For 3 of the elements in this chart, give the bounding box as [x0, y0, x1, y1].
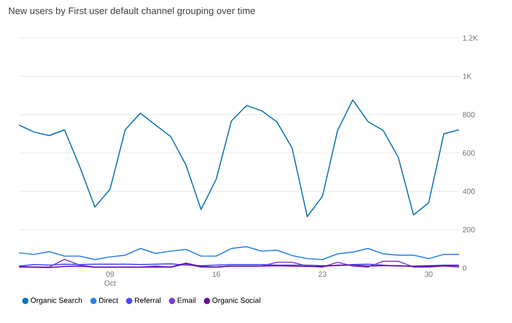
chart-title: New users by First user default channel grouping over time	[8, 7, 255, 16]
line-series	[19, 99, 460, 218]
line-series	[19, 246, 460, 260]
